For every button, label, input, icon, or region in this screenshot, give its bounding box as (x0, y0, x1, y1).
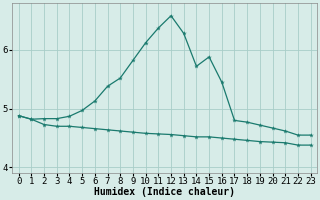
X-axis label: Humidex (Indice chaleur): Humidex (Indice chaleur) (94, 187, 235, 197)
